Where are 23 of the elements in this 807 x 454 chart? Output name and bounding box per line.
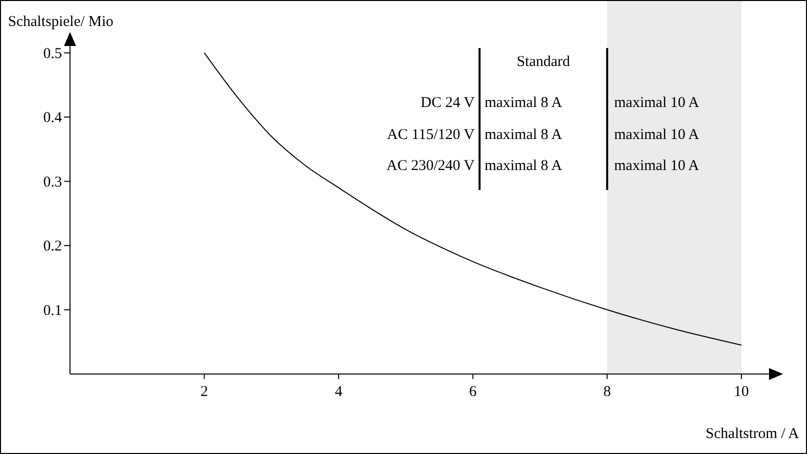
annotation: AC 230/240 V (386, 158, 475, 174)
y-tick-label: 0.5 (43, 46, 62, 62)
x-tick-label: 2 (200, 384, 208, 400)
annotation: Standard (516, 54, 571, 70)
y-axis-title: Schaltspiele/ Mio (8, 14, 114, 30)
line-series (204, 52, 742, 346)
y-tick-label: 0.1 (43, 302, 62, 319)
x-tick-label: 6 (469, 384, 478, 400)
annotation: AC 115/120 V (387, 127, 475, 143)
annotation: maximal 10 A (614, 158, 700, 174)
y-tick-label: 0.2 (43, 238, 62, 255)
annotation: maximal 10 A (614, 127, 700, 143)
x-tick-label: 10 (734, 384, 749, 400)
x-axis-title: Schaltstrom / A (706, 426, 800, 442)
annotation: DC 24 V (420, 95, 475, 111)
annotation: maximal 8 A (484, 95, 562, 111)
y-tick-label: 0.4 (43, 110, 62, 126)
x-tick-label: 8 (603, 384, 611, 400)
y-tick-label: 0.3 (43, 174, 62, 190)
x-tick-label: 4 (334, 384, 343, 400)
annotation: maximal 8 A (484, 158, 562, 174)
annotation: maximal 8 A (484, 127, 562, 143)
annotation: maximal 10 A (614, 95, 700, 111)
